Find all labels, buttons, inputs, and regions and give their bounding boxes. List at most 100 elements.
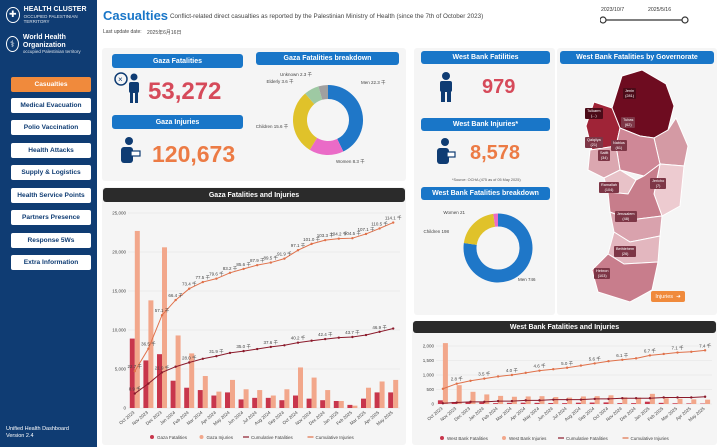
donut-slice[interactable] — [293, 93, 318, 150]
bar-fatalities[interactable] — [658, 402, 664, 404]
bar-injuries[interactable] — [553, 397, 559, 404]
bar-injuries[interactable] — [649, 393, 655, 404]
wb-breakdown-donut[interactable]: Women 21 Children 198 Men 746 — [421, 203, 551, 303]
bar-fatalities[interactable] — [644, 401, 650, 404]
bar-injuries[interactable] — [705, 399, 711, 404]
bar-injuries[interactable] — [393, 379, 399, 408]
bar-fatalities[interactable] — [252, 397, 258, 408]
bar-injuries[interactable] — [691, 399, 697, 404]
donut-slice[interactable] — [309, 137, 344, 155]
donut-slice[interactable] — [327, 85, 363, 152]
bar-fatalities[interactable] — [157, 354, 162, 408]
bar-fatalities[interactable] — [170, 380, 176, 408]
bar-injuries[interactable] — [580, 396, 586, 404]
bar-injuries[interactable] — [366, 387, 371, 408]
bar-injuries[interactable] — [148, 300, 154, 408]
bar-injuries[interactable] — [677, 398, 683, 404]
bar-injuries[interactable] — [162, 247, 167, 408]
bar-fatalities[interactable] — [493, 403, 499, 404]
bar-fatalities[interactable] — [506, 402, 512, 404]
bar-fatalities[interactable] — [374, 392, 380, 408]
bar-fatalities[interactable] — [129, 338, 135, 408]
nav-medical-evacuation[interactable]: Medical Evacuation — [11, 98, 91, 113]
bar-fatalities[interactable] — [361, 398, 366, 408]
nav-health-service-points[interactable]: Health Service Points — [11, 188, 91, 203]
map-injuries-button[interactable]: Injuries ➜ — [651, 291, 685, 302]
bar-fatalities[interactable] — [603, 402, 609, 404]
bar-injuries[interactable] — [284, 389, 290, 408]
bar-fatalities[interactable] — [211, 395, 217, 408]
bar-fatalities[interactable] — [279, 400, 285, 408]
bar-fatalities[interactable] — [631, 403, 637, 404]
slider-end-handle[interactable] — [681, 16, 689, 24]
bar-fatalities[interactable] — [672, 403, 678, 404]
bar-fatalities[interactable] — [562, 403, 568, 404]
bar-injuries[interactable] — [484, 394, 490, 404]
bar-injuries[interactable] — [216, 391, 222, 408]
westbank-map[interactable] — [580, 66, 700, 306]
bar-fatalities[interactable] — [347, 404, 353, 408]
bar-injuries[interactable] — [498, 395, 504, 404]
bar-injuries[interactable] — [456, 385, 462, 404]
donut-slice[interactable] — [463, 213, 496, 246]
bar-injuries[interactable] — [622, 397, 628, 404]
bar-injuries[interactable] — [379, 381, 385, 408]
bar-fatalities[interactable] — [534, 402, 540, 404]
bar-injuries[interactable] — [352, 405, 358, 408]
bar-fatalities[interactable] — [265, 397, 271, 408]
bar-fatalities[interactable] — [686, 403, 692, 404]
bar-injuries[interactable] — [230, 379, 235, 408]
bar-injuries[interactable] — [567, 397, 573, 404]
bar-injuries[interactable] — [298, 367, 303, 408]
bar-fatalities[interactable] — [320, 400, 326, 408]
bar-fatalities[interactable] — [575, 402, 581, 404]
donut-slice[interactable] — [305, 86, 323, 105]
nav-partners-presence[interactable]: Partners Presence — [11, 210, 91, 225]
bar-fatalities[interactable] — [143, 360, 149, 408]
bar-injuries[interactable] — [442, 343, 448, 404]
donut-slice[interactable] — [463, 213, 533, 283]
bar-injuries[interactable] — [134, 230, 140, 408]
nav-health-attacks[interactable]: Health Attacks — [11, 143, 91, 158]
bar-fatalities[interactable] — [197, 390, 203, 408]
slider-start-handle[interactable] — [600, 16, 607, 24]
bar-injuries[interactable] — [189, 353, 195, 408]
bar-injuries[interactable] — [470, 391, 476, 404]
bar-fatalities[interactable] — [306, 398, 312, 408]
bar-fatalities[interactable] — [617, 403, 623, 404]
bar-injuries[interactable] — [243, 389, 249, 408]
map-region-hebron[interactable] — [591, 253, 659, 303]
donut-slice[interactable] — [318, 85, 329, 100]
nav-response-5ws[interactable]: Response 5Ws — [11, 233, 91, 248]
bar-injuries[interactable] — [338, 400, 344, 408]
nav-supply-logistics[interactable]: Supply & Logistics — [11, 165, 91, 180]
bar-fatalities[interactable] — [293, 395, 298, 408]
bar-fatalities[interactable] — [225, 392, 230, 408]
bar-injuries[interactable] — [608, 395, 614, 404]
bar-fatalities[interactable] — [479, 402, 485, 404]
bar-injuries[interactable] — [511, 396, 517, 404]
bar-injuries[interactable] — [175, 335, 181, 408]
bar-fatalities[interactable] — [548, 402, 554, 404]
bar-injuries[interactable] — [311, 377, 317, 408]
date-from[interactable]: 2023/10/7 — [601, 7, 625, 13]
bar-injuries[interactable] — [636, 397, 642, 404]
nav-extra-information[interactable]: Extra Information — [11, 255, 91, 270]
bar-injuries[interactable] — [257, 390, 263, 408]
bar-fatalities[interactable] — [238, 399, 244, 408]
nav-casualties[interactable]: Casualties — [11, 77, 91, 92]
bar-fatalities[interactable] — [465, 402, 471, 404]
bar-injuries[interactable] — [325, 390, 331, 408]
bar-injuries[interactable] — [663, 398, 669, 404]
bar-fatalities[interactable] — [589, 402, 595, 404]
nav-polio-vaccination[interactable]: Polio Vaccination — [11, 120, 91, 135]
bar-fatalities[interactable] — [333, 400, 339, 408]
bar-injuries[interactable] — [270, 395, 276, 408]
bar-injuries[interactable] — [202, 376, 208, 408]
date-range-slider[interactable] — [600, 16, 690, 24]
bar-fatalities[interactable] — [184, 387, 190, 408]
bar-fatalities[interactable] — [388, 392, 394, 408]
